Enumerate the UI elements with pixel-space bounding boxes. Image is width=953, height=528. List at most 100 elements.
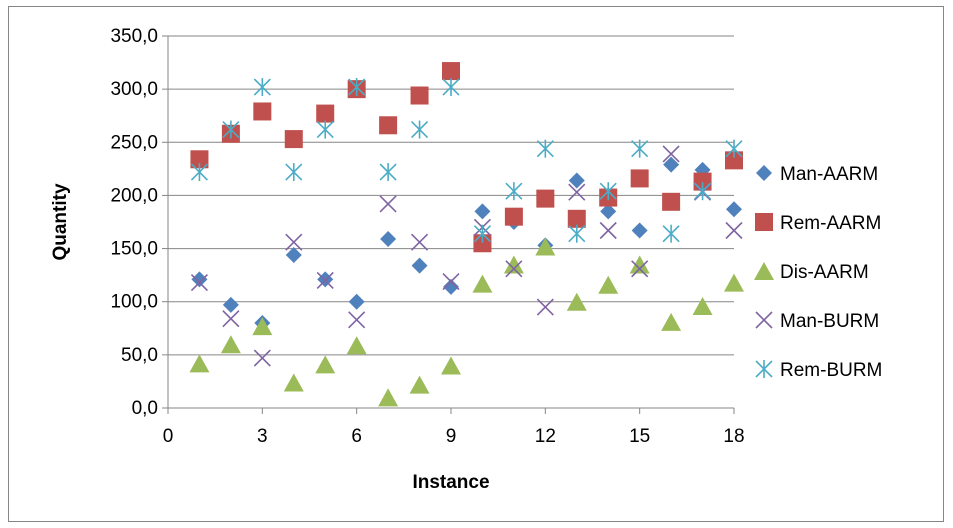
- y-tick-label: 50,0: [121, 345, 158, 366]
- scatter-chart: 0,0 50,0 100,0 150,0 200,0 250,0 300,0 350,0 0 3…: [8, 6, 944, 522]
- point-rem-aarm-12: [536, 189, 555, 208]
- x-tick-label: 0: [163, 426, 174, 447]
- point-man-burm-14: [599, 221, 617, 240]
- point-rem-burm-7: [379, 163, 397, 182]
- point-man-aarm-10: [474, 203, 491, 220]
- point-man-burm-11: [505, 260, 523, 278]
- point-man-burm-18: [725, 221, 743, 240]
- point-man-aarm-18: [726, 201, 742, 218]
- point-dis-aarm-9: [441, 356, 461, 375]
- point-man-aarm-14: [600, 203, 617, 220]
- point-rem-aarm-9: [442, 62, 460, 81]
- y-tick-labels: 0,0 50,0 100,0 150,0 200,0 250,0 300,0 350,0: [110, 26, 158, 419]
- point-rem-aarm-13: [567, 209, 586, 228]
- point-rem-burm-12: [536, 139, 554, 158]
- point-dis-aarm-11: [503, 255, 524, 274]
- point-rem-burm-8: [410, 120, 429, 139]
- y-tick-label: 300,0: [110, 79, 158, 100]
- point-man-burm-6: [348, 311, 366, 329]
- point-rem-burm-3: [253, 78, 271, 97]
- point-rem-aarm-1: [190, 150, 209, 169]
- legend-label: Man-AARM: [780, 164, 878, 185]
- point-dis-aarm-6: [346, 336, 367, 355]
- point-rem-aarm-16: [662, 192, 681, 211]
- point-man-aarm-4: [285, 246, 302, 263]
- point-dis-aarm-12: [535, 237, 556, 256]
- point-man-burm-4: [285, 233, 303, 251]
- point-man-burm-12: [536, 298, 554, 316]
- x-tick-label: 18: [723, 426, 744, 447]
- point-man-burm-16: [662, 145, 680, 163]
- point-man-burm-2: [222, 310, 240, 328]
- point-rem-burm-17: [693, 182, 712, 201]
- point-dis-aarm-8: [409, 375, 430, 394]
- point-man-aarm-15: [631, 222, 648, 239]
- point-rem-aarm-7: [379, 116, 398, 135]
- point-dis-aarm-10: [472, 274, 493, 293]
- point-dis-aarm-4: [283, 373, 304, 392]
- point-man-aarm-6: [348, 293, 365, 310]
- data-points: [189, 62, 744, 407]
- point-rem-aarm-15: [630, 169, 649, 188]
- point-dis-aarm-2: [220, 335, 241, 354]
- x-axis-title: Instance: [412, 472, 489, 493]
- point-man-burm-3: [253, 349, 271, 367]
- point-rem-burm-11: [505, 182, 523, 201]
- legend-marker-dis-aarm: [754, 262, 774, 280]
- point-man-burm-9: [442, 272, 460, 291]
- point-dis-aarm-16: [661, 312, 682, 331]
- point-rem-burm-6: [348, 78, 366, 97]
- legend-marker-man-burm: [755, 311, 773, 329]
- point-dis-aarm-15: [629, 255, 650, 274]
- point-dis-aarm-1: [189, 354, 210, 373]
- y-tick-label: 350,0: [110, 26, 158, 47]
- point-man-burm-15: [631, 260, 649, 278]
- legend-marker-man-aarm: [756, 165, 772, 181]
- point-dis-aarm-14: [598, 275, 619, 294]
- point-rem-burm-1: [190, 163, 209, 182]
- legend-label: Dis-AARM: [780, 262, 869, 283]
- point-rem-aarm-18: [725, 151, 743, 170]
- point-rem-aarm-11: [504, 207, 523, 226]
- point-rem-aarm-4: [284, 130, 303, 149]
- point-rem-burm-15: [631, 139, 649, 158]
- point-dis-aarm-7: [378, 388, 399, 407]
- point-rem-burm-14: [599, 182, 617, 201]
- x-tick-label: 15: [629, 426, 650, 447]
- axes: [162, 35, 735, 414]
- y-tick-label: 200,0: [110, 185, 158, 206]
- point-rem-burm-2: [222, 120, 240, 139]
- point-dis-aarm-17: [692, 296, 713, 315]
- point-man-aarm-2: [222, 296, 239, 313]
- point-man-burm-5: [316, 271, 334, 290]
- x-tick-label: 12: [535, 426, 556, 447]
- point-dis-aarm-3: [252, 317, 273, 336]
- point-rem-aarm-3: [253, 102, 272, 121]
- point-rem-burm-10: [473, 224, 492, 243]
- x-tick-label: 3: [257, 426, 268, 447]
- point-man-burm-1: [190, 274, 209, 292]
- x-tick-label: 9: [446, 426, 457, 447]
- legend-label: Rem-AARM: [780, 213, 881, 234]
- point-man-aarm-1: [191, 271, 208, 288]
- point-rem-burm-18: [725, 139, 743, 158]
- point-rem-burm-9: [442, 78, 460, 97]
- legend-label: Rem-BURM: [780, 360, 882, 381]
- point-man-burm-8: [410, 233, 429, 251]
- point-man-burm-7: [379, 195, 397, 213]
- point-man-aarm-9: [443, 278, 459, 295]
- legend: Man-AARM Rem-AARM Dis-AARM Man-BURM Rem-BURM: [754, 164, 882, 381]
- x-tick-labels: 0 3 6 9 12 15 18: [163, 426, 745, 447]
- y-tick-label: 250,0: [110, 132, 158, 153]
- y-tick-label: 150,0: [110, 239, 158, 260]
- point-man-aarm-16: [663, 156, 680, 173]
- point-man-aarm-13: [568, 172, 585, 189]
- point-rem-burm-4: [285, 163, 303, 182]
- chart-border: [8, 6, 944, 522]
- legend-marker-rem-aarm: [755, 213, 773, 231]
- point-dis-aarm-5: [315, 355, 336, 374]
- y-axis-title: Quantity: [50, 183, 71, 260]
- point-man-burm-13: [568, 183, 586, 201]
- point-dis-aarm-13: [566, 292, 587, 311]
- point-rem-burm-5: [316, 120, 334, 139]
